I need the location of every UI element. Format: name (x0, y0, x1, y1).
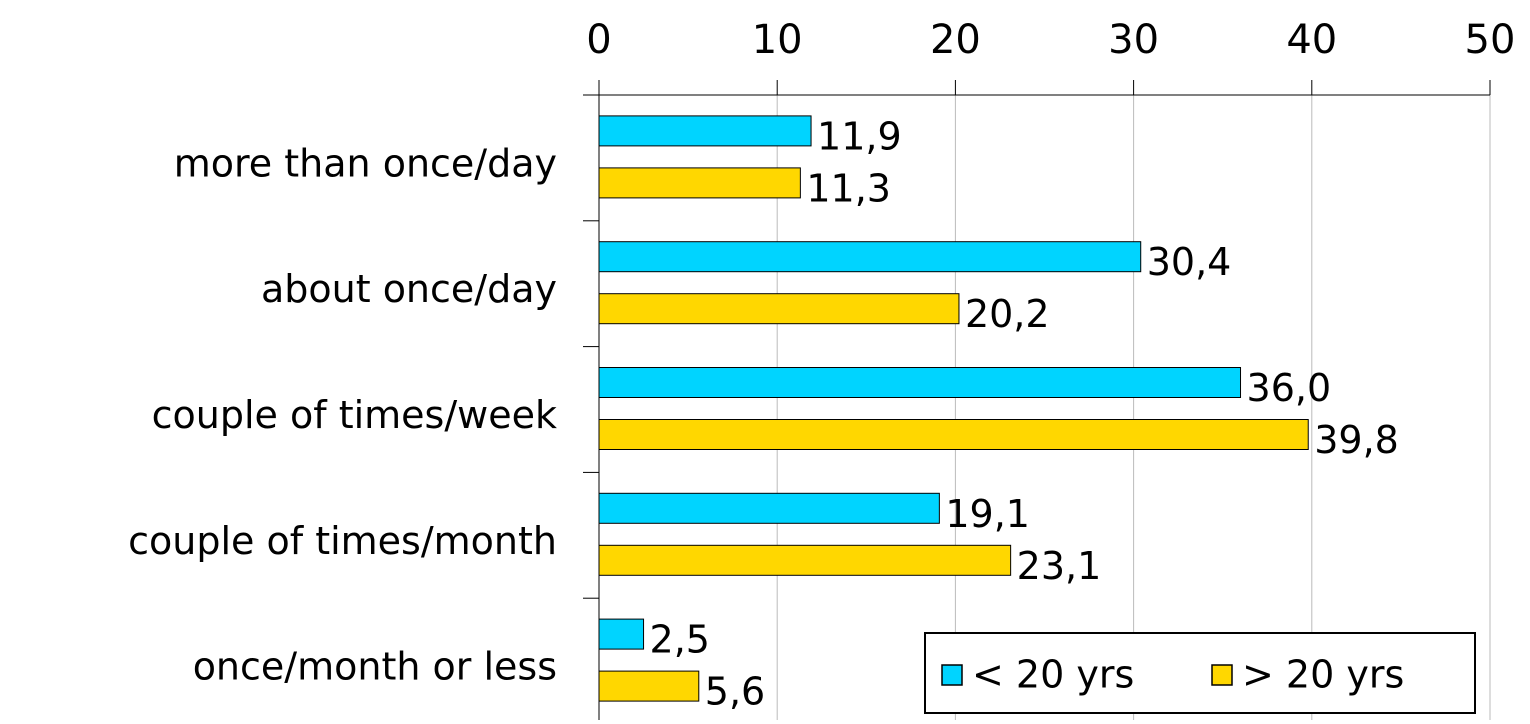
value-label: 19,1 (945, 492, 1030, 536)
bar (598, 367, 1242, 398)
x-tick-label: 30 (1108, 17, 1159, 63)
value-label: 11,9 (817, 114, 902, 158)
bar (598, 115, 812, 147)
x-tick-label: 10 (752, 17, 803, 63)
y-tick-label: once/month or less (193, 645, 557, 689)
bar (598, 167, 801, 199)
legend-swatch (941, 664, 963, 686)
bar (598, 241, 1142, 273)
legend-swatch (1211, 664, 1233, 686)
x-tick-label: 0 (586, 17, 611, 63)
bar (598, 419, 1309, 450)
y-tick-label: about once/day (261, 267, 557, 311)
bar (598, 293, 960, 325)
x-tick-label: 20 (930, 17, 981, 63)
y-tick-label: couple of times/week (152, 393, 557, 437)
value-label: 23,1 (1017, 544, 1102, 588)
value-label: 2,5 (650, 618, 710, 662)
legend-label: > 20 yrs (1242, 653, 1404, 697)
value-label: 30,4 (1147, 240, 1232, 284)
value-label: 5,6 (705, 670, 765, 714)
y-tick-label: couple of times/month (128, 519, 557, 563)
legend-label: < 20 yrs (972, 653, 1134, 697)
x-tick-label: 40 (1286, 17, 1337, 63)
legend-box (924, 632, 1476, 714)
value-label: 20,2 (965, 292, 1050, 336)
x-tick-label: 50 (1465, 17, 1516, 63)
value-label: 11,3 (806, 166, 891, 210)
bar (598, 544, 1012, 576)
y-tick-label: more than once/day (174, 141, 557, 185)
bar (598, 618, 645, 650)
value-label: 39,8 (1314, 418, 1399, 462)
value-label: 36,0 (1247, 366, 1332, 410)
bar (598, 492, 940, 524)
bar (598, 670, 700, 702)
